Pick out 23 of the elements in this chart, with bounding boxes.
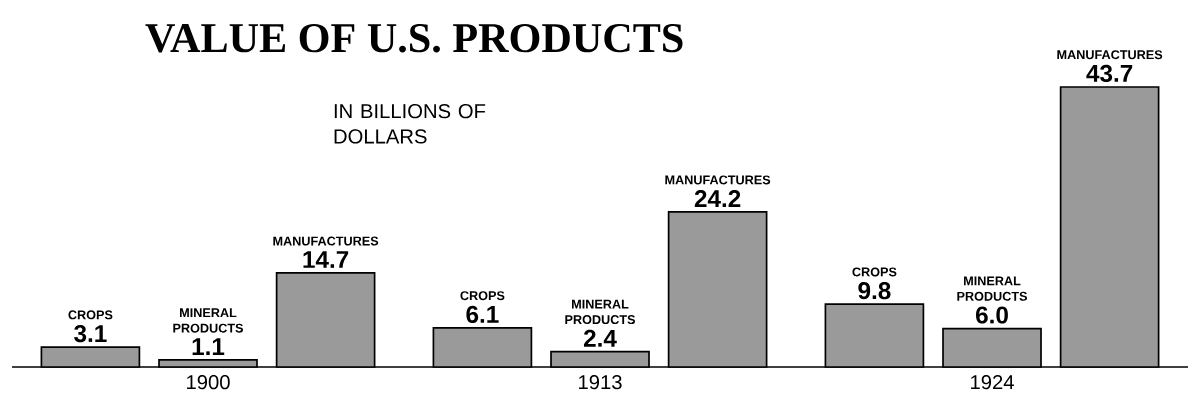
data-label: 2.4 <box>583 329 617 347</box>
data-label: 24.2 <box>694 190 741 207</box>
x-tick-label: 1900 <box>187 374 230 390</box>
text: CROPS <box>852 267 897 277</box>
text: MINERAL PRODUCTS <box>957 276 1027 301</box>
text: CROPS <box>460 291 505 301</box>
text: MINERAL PRODUCTS <box>565 299 635 325</box>
text: MANUFACTURES <box>1057 50 1163 60</box>
text: MINERAL PRODUCTS <box>173 308 243 333</box>
x-tick-label: 1913 <box>579 374 622 390</box>
text: MANUFACTURES <box>665 175 771 185</box>
x-tick-label: 1924 <box>971 374 1014 390</box>
data-label: 9.8 <box>858 282 891 300</box>
text: CROPS <box>68 310 113 320</box>
chart-title: VALUE OF U.S. PRODUCTS <box>145 23 683 53</box>
data-label: 3.1 <box>74 324 107 343</box>
data-label: 6.1 <box>466 305 499 323</box>
text: MANUFACTURES <box>273 236 379 246</box>
data-label: 43.7 <box>1086 64 1133 83</box>
text: IN BILLIONS OF DOLLARS <box>334 103 486 144</box>
data-label: 6.0 <box>976 306 1008 324</box>
data-label: 1.1 <box>192 338 225 355</box>
data-label: 14.7 <box>303 251 349 268</box>
